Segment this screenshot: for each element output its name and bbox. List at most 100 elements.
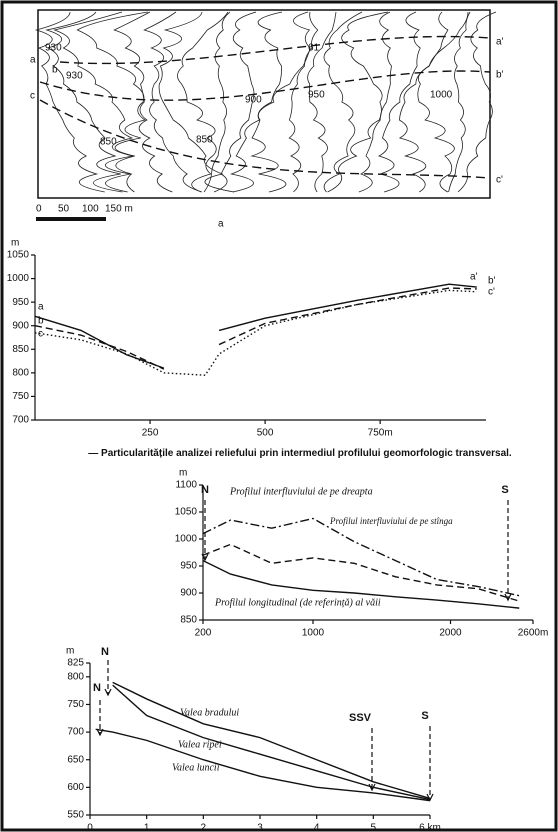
y-tick-label: 1100 bbox=[175, 480, 197, 491]
series-label: b bbox=[38, 316, 44, 327]
series-label: a bbox=[38, 302, 44, 313]
y-tick-label: 900 bbox=[12, 320, 29, 331]
contour bbox=[45, 11, 123, 193]
y-tick-label: 850 bbox=[180, 615, 197, 626]
contour bbox=[417, 11, 469, 193]
profile-line bbox=[39, 70, 491, 101]
scale-bar bbox=[36, 217, 106, 221]
y-tick-label: 950 bbox=[12, 297, 29, 308]
contour bbox=[213, 11, 257, 193]
series-label: Profilul interfluviului de pe dreapta bbox=[229, 486, 373, 497]
map-label: b bbox=[52, 65, 58, 76]
contour bbox=[398, 11, 449, 193]
y-tick-label: 1050 bbox=[7, 250, 30, 261]
annotation: SSV bbox=[349, 712, 372, 724]
y-axis-label: m bbox=[66, 646, 74, 657]
y-tick-label: 900 bbox=[180, 588, 197, 599]
series-label: Valea luncii bbox=[172, 762, 220, 773]
y-axis-label: m bbox=[11, 238, 19, 249]
y-tick-label: 650 bbox=[67, 754, 84, 765]
contour bbox=[457, 11, 497, 193]
x-tick-label: 6 km bbox=[419, 823, 441, 832]
map-label: 930 bbox=[45, 43, 62, 54]
figure-label: a bbox=[218, 219, 224, 230]
contour bbox=[53, 11, 134, 193]
series-label: Profilul interfluviului de pe stînga bbox=[329, 516, 453, 526]
y-axis-label: m bbox=[179, 468, 187, 479]
contour bbox=[158, 11, 235, 193]
y-tick-label: 750 bbox=[12, 391, 29, 402]
annotation: S bbox=[501, 484, 508, 496]
contour bbox=[323, 11, 363, 193]
contour bbox=[378, 11, 421, 193]
x-tick-label: 1 bbox=[144, 823, 150, 832]
y-tick-label: 550 bbox=[67, 810, 84, 821]
contour bbox=[113, 11, 173, 193]
series-end-label: b' bbox=[488, 276, 496, 287]
x-tick-label: 2000 bbox=[439, 628, 462, 639]
arrow-head bbox=[201, 553, 209, 562]
map-label: 950 bbox=[308, 90, 325, 101]
scale-label: 50 bbox=[58, 204, 70, 215]
y-tick-label: 700 bbox=[12, 415, 29, 426]
y-tick-label: 800 bbox=[67, 671, 84, 682]
y-tick-label: 1000 bbox=[175, 534, 198, 545]
x-tick-label: 2600m bbox=[518, 628, 549, 639]
contour bbox=[203, 11, 231, 193]
contour bbox=[288, 11, 319, 193]
arrow-head bbox=[504, 593, 512, 602]
x-tick-label: 500 bbox=[257, 428, 274, 439]
map-label: 900 bbox=[245, 95, 262, 106]
profile-line bbox=[39, 99, 491, 179]
series-line bbox=[112, 681, 431, 800]
caption: — Particularitățile analizei reliefului … bbox=[88, 448, 512, 459]
contour bbox=[307, 11, 337, 193]
contour bbox=[177, 11, 229, 193]
y-tick-label: 750 bbox=[67, 699, 84, 710]
series-line bbox=[202, 559, 520, 609]
x-tick-label: 0 bbox=[87, 823, 93, 832]
profile-line bbox=[59, 35, 491, 65]
y-tick-label: 600 bbox=[67, 782, 84, 793]
series-line bbox=[34, 287, 477, 370]
scale-label: 100 bbox=[82, 204, 99, 215]
series-end-label: a' bbox=[470, 272, 478, 283]
caption-line: — Particularitățile analizei reliefului … bbox=[88, 448, 512, 459]
series-label: Valea ripei bbox=[178, 739, 222, 750]
y-tick-label: 700 bbox=[67, 727, 84, 738]
contour bbox=[229, 11, 283, 193]
arrow-head bbox=[104, 688, 112, 697]
y-tick-label: 825 bbox=[67, 658, 84, 669]
x-tick-label: 250 bbox=[142, 428, 159, 439]
arrow-head bbox=[368, 783, 376, 792]
series-label: Profilul longitudinal (de referință) al … bbox=[214, 597, 381, 608]
contour bbox=[358, 11, 392, 193]
map-label: a' bbox=[496, 37, 504, 48]
x-tick-label: 1000 bbox=[302, 628, 325, 639]
series-line bbox=[202, 517, 520, 597]
y-tick-label: 850 bbox=[12, 344, 29, 355]
series-end-label: c' bbox=[488, 287, 495, 298]
map-label: 850 bbox=[100, 137, 117, 148]
x-tick-label: 4 bbox=[314, 823, 320, 832]
map-label: 850 bbox=[196, 135, 213, 146]
x-tick-label: 2 bbox=[201, 823, 207, 832]
arrow-head bbox=[96, 728, 104, 737]
annotation: N bbox=[201, 484, 209, 496]
contour bbox=[250, 11, 311, 193]
scale-label: 0 bbox=[36, 204, 42, 215]
annotation: N bbox=[93, 682, 101, 694]
x-tick-label: 200 bbox=[195, 628, 212, 639]
map-label: c bbox=[30, 91, 35, 102]
map-label: 61 bbox=[308, 43, 320, 54]
contour bbox=[143, 11, 202, 193]
contour bbox=[327, 11, 389, 193]
annotation: S bbox=[421, 710, 428, 722]
annotation: N bbox=[101, 646, 109, 658]
map-label: c' bbox=[496, 175, 503, 186]
y-tick-label: 1000 bbox=[7, 273, 30, 284]
x-tick-label: 750m bbox=[368, 428, 393, 439]
map-label: 930 bbox=[66, 71, 83, 82]
